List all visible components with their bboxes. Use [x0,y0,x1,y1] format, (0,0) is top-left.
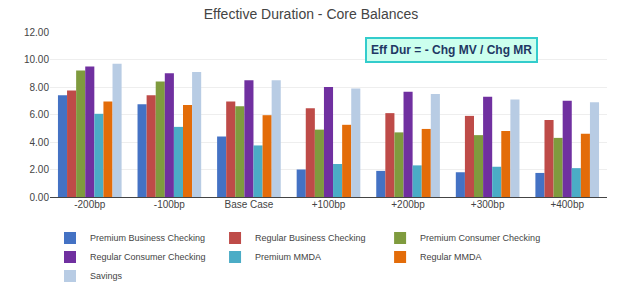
svg-text:Regular Business Checking: Regular Business Checking [255,233,366,243]
svg-text:8.00: 8.00 [30,82,50,93]
svg-text:Premium Consumer Checking: Premium Consumer Checking [420,233,540,243]
svg-text:0.00: 0.00 [30,192,50,203]
svg-text:Regular Consumer Checking: Regular Consumer Checking [90,252,206,262]
svg-text:+200bp: +200bp [391,199,425,210]
svg-text:Savings: Savings [90,271,123,281]
svg-text:2.00: 2.00 [30,164,50,175]
svg-text:12.00: 12.00 [24,27,49,38]
svg-text:Base Case: Base Case [224,199,273,210]
svg-text:-100bp: -100bp [154,199,186,210]
svg-text:Premium Business Checking: Premium Business Checking [90,233,205,243]
svg-text:Eff Dur = - Chg MV / Chg MR: Eff Dur = - Chg MV / Chg MR [371,43,532,57]
svg-text:+300bp: +300bp [471,199,505,210]
svg-text:-200bp: -200bp [74,199,106,210]
svg-text:10.00: 10.00 [24,54,49,65]
svg-text:Premium MMDA: Premium MMDA [255,252,321,262]
svg-text:Effective Duration - Core Bala: Effective Duration - Core Balances [204,6,419,22]
svg-text:6.00: 6.00 [30,109,50,120]
svg-text:+100bp: +100bp [312,199,346,210]
svg-text:4.00: 4.00 [30,137,50,148]
svg-text:+400bp: +400bp [550,199,584,210]
svg-text:Regular MMDA: Regular MMDA [420,252,482,262]
